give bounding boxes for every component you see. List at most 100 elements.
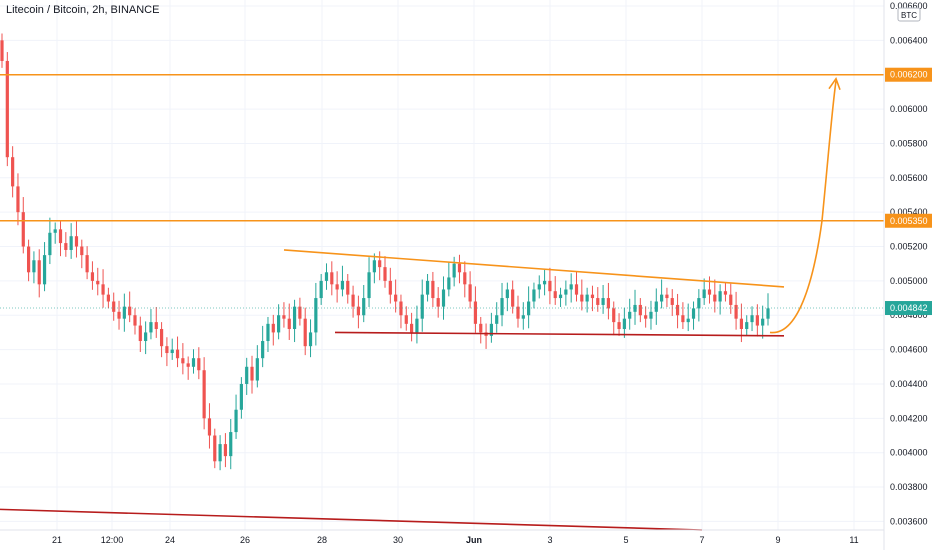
candle (755, 304, 759, 337)
candle (58, 220, 63, 257)
candle (330, 261, 334, 296)
candle-body (128, 306, 132, 316)
projection-curve[interactable] (769, 80, 837, 334)
candle-body (463, 272, 467, 285)
price-tick-label: 0.003800 (890, 482, 928, 492)
candle-body (133, 315, 137, 326)
candle-body (90, 272, 95, 281)
candle (165, 337, 169, 367)
candle (32, 251, 36, 284)
candle (718, 284, 722, 315)
candle (133, 308, 137, 335)
candle-body (58, 229, 63, 244)
time-tick-label: 30 (393, 535, 403, 545)
candle (11, 146, 15, 198)
candle-body (165, 346, 169, 354)
price-axis[interactable]: 0.006600 0.006400 0.006200 0.006000 0.005800… (883, 0, 932, 550)
candle-body (42, 255, 47, 285)
candle (229, 419, 233, 470)
candle-body (628, 311, 632, 319)
time-tick-label: 7 (699, 535, 704, 545)
candle (542, 269, 547, 296)
candle-body (505, 289, 509, 299)
candle (144, 321, 148, 355)
candle-body (287, 318, 291, 329)
candle-body (718, 291, 722, 302)
candle-body (53, 229, 57, 233)
candle-body (420, 294, 424, 319)
candle-body (292, 306, 297, 329)
candle (489, 312, 493, 343)
candle (638, 298, 642, 323)
candle-body (218, 444, 222, 462)
candle (117, 300, 121, 330)
candle-body (681, 315, 685, 323)
candle (149, 309, 153, 340)
candle-body (574, 284, 579, 295)
candle (170, 338, 174, 360)
candle (415, 305, 419, 344)
candle (37, 249, 41, 298)
trendline[interactable] (334, 331, 785, 337)
candle (74, 221, 79, 258)
candle-body (16, 186, 20, 213)
time-axis[interactable]: 21 12:00 24 26 28 30 Jun 3 5 7 9 11 (0, 529, 884, 545)
candle (356, 295, 361, 329)
candle (197, 347, 201, 380)
candle-body (425, 280, 430, 295)
price-tick-label: 0.003600 (890, 516, 928, 526)
candle (271, 314, 275, 346)
drawings-layer[interactable] (0, 73, 884, 531)
candle-body (271, 323, 275, 333)
candle (85, 246, 89, 280)
candle-body (495, 315, 499, 324)
candle-body (21, 212, 25, 247)
currency-badge[interactable]: BTC (897, 7, 921, 22)
price-tick-label: 0.006600 (890, 1, 928, 11)
candle-body (213, 435, 217, 462)
candle-body (207, 418, 212, 436)
candle (511, 280, 515, 314)
candle (42, 242, 47, 292)
price-tick-label: 0.005200 (890, 242, 928, 252)
candle-body (96, 280, 100, 285)
resistance-high-price-pill-text: 0.006200 (890, 70, 928, 80)
candle-body (617, 322, 621, 329)
candle (122, 293, 126, 332)
candle (628, 298, 632, 330)
candle-body (468, 284, 472, 302)
candle-body (298, 306, 302, 319)
candle-body (5, 60, 9, 158)
candle-body (431, 280, 435, 299)
candle-body (580, 294, 584, 302)
candle (585, 287, 589, 313)
price-tick-label: 0.004600 (890, 345, 928, 355)
trendline[interactable] (283, 249, 785, 288)
candle-body (686, 318, 690, 323)
candle (505, 282, 509, 312)
candle-body (479, 323, 483, 333)
candle-body (596, 298, 600, 305)
time-tick-label: 12:00 (101, 535, 124, 545)
candle (670, 289, 674, 316)
candle (622, 307, 626, 338)
price-tick-label: 0.004200 (890, 413, 928, 423)
candle (303, 307, 307, 356)
candle-body (340, 280, 345, 290)
candle-body (282, 315, 286, 319)
candle-body (729, 294, 733, 305)
candle (346, 274, 350, 304)
trendline[interactable] (0, 508, 703, 531)
candle-body (234, 409, 238, 433)
candle-body (612, 308, 616, 323)
candle (404, 306, 408, 331)
candles-layer[interactable] (0, 33, 770, 471)
time-tick-label: 5 (623, 535, 628, 545)
candle-body (367, 272, 371, 299)
candle-body (436, 298, 440, 307)
candle (250, 355, 254, 394)
candle-body (314, 298, 318, 333)
candle (282, 302, 286, 328)
candle (548, 267, 552, 305)
